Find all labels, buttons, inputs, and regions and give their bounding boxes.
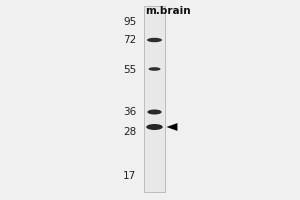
Text: m.brain: m.brain <box>145 6 191 16</box>
Ellipse shape <box>147 110 162 114</box>
Text: 36: 36 <box>123 107 136 117</box>
Text: 55: 55 <box>123 65 136 75</box>
Text: 72: 72 <box>123 35 136 45</box>
Ellipse shape <box>146 124 163 130</box>
Ellipse shape <box>147 38 162 42</box>
Ellipse shape <box>148 67 160 71</box>
Text: 17: 17 <box>123 171 136 181</box>
Polygon shape <box>167 123 177 131</box>
Text: 95: 95 <box>123 17 136 27</box>
Text: 28: 28 <box>123 127 136 137</box>
Bar <box>144 6 165 192</box>
